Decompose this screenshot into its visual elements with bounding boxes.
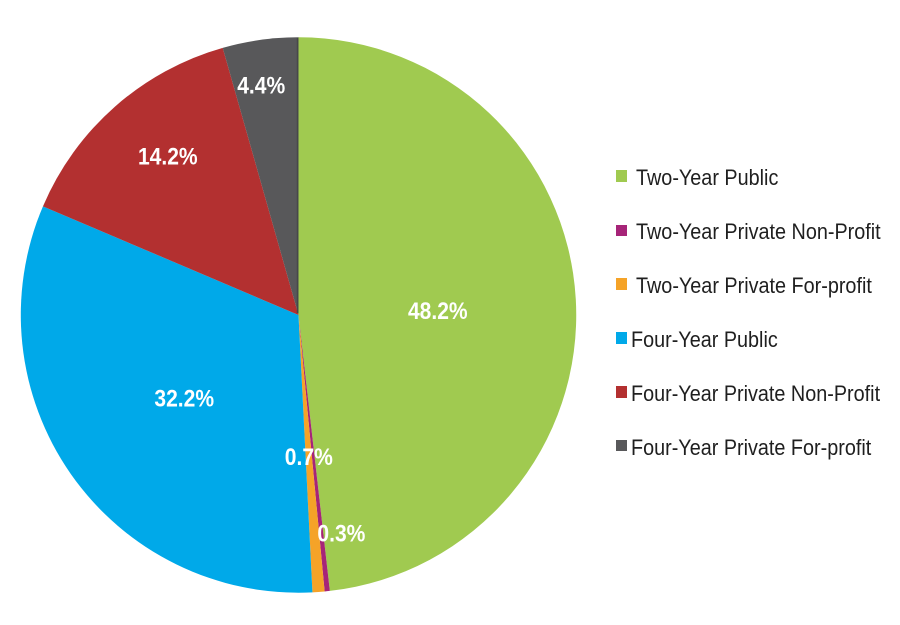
svg-text:0.7%: 0.7% xyxy=(285,442,333,470)
svg-text:14.2%: 14.2% xyxy=(138,142,198,170)
svg-text:0.3%: 0.3% xyxy=(317,519,365,547)
svg-text:32.2%: 32.2% xyxy=(154,384,214,412)
svg-text:48.2%: 48.2% xyxy=(408,297,468,325)
svg-text:4.4%: 4.4% xyxy=(237,71,285,99)
